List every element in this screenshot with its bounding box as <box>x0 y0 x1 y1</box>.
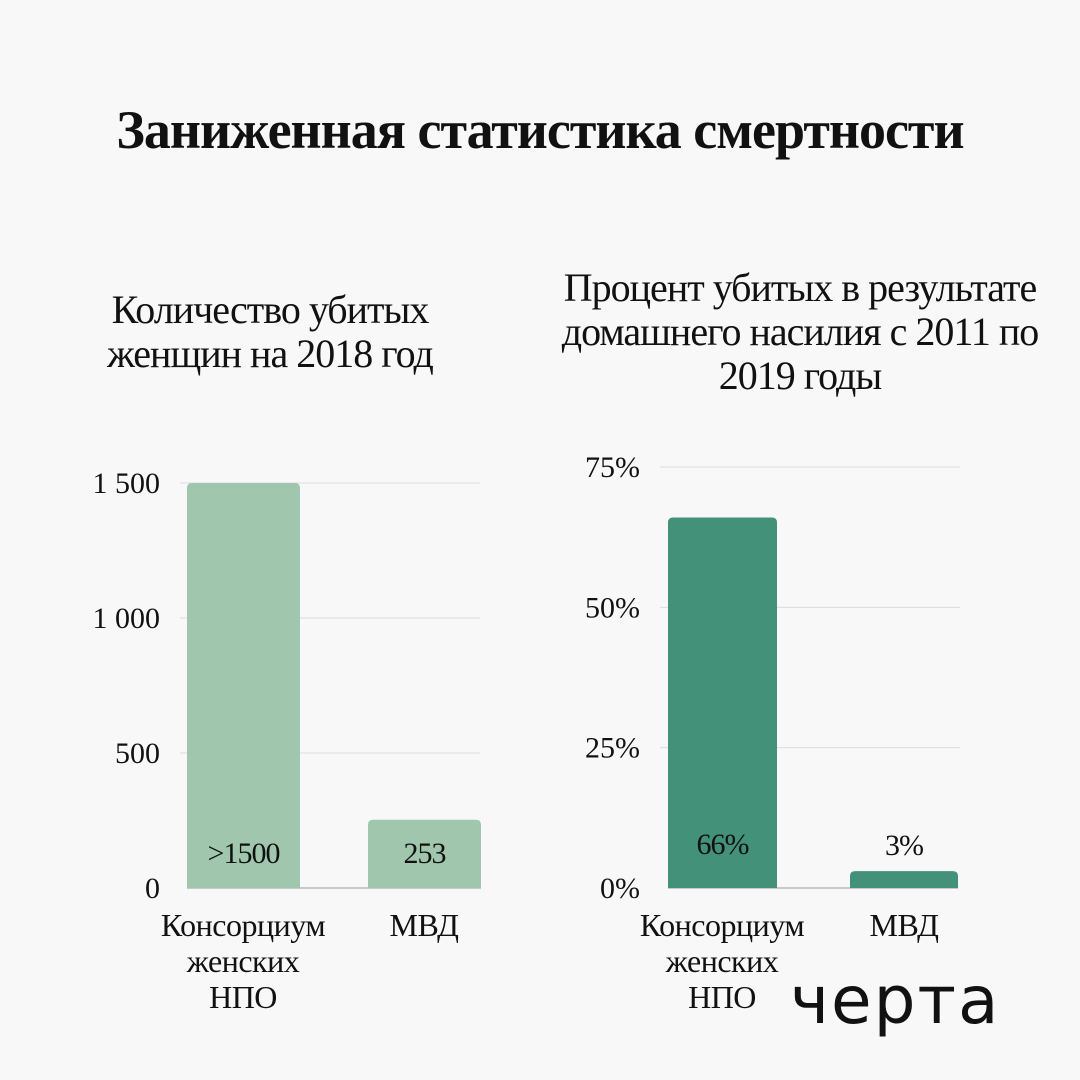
category-label: МВД <box>870 907 940 943</box>
y-tick-label: 500 <box>115 737 160 770</box>
category-label: женских <box>186 943 300 979</box>
category-label: НПО <box>688 979 756 1015</box>
category-label: НПО <box>209 979 277 1015</box>
data-label: 66% <box>697 828 749 861</box>
data-label: 253 <box>404 837 446 870</box>
category-label: женских <box>665 943 779 979</box>
logo: черта <box>790 962 1001 1039</box>
data-label: >1500 <box>208 837 280 870</box>
category-label: Консорциум <box>161 907 325 943</box>
y-tick-label: 1 500 <box>93 467 161 500</box>
y-tick-label: 0% <box>600 872 640 905</box>
y-tick-label: 0 <box>145 872 160 905</box>
right-chart-title: Процент убитых в результате домашнего на… <box>561 265 1040 398</box>
page-title: Заниженная статистика смертности <box>116 100 964 160</box>
bar <box>187 483 300 888</box>
bar <box>668 517 777 888</box>
category-label: МВД <box>390 907 460 943</box>
y-tick-label: 75% <box>585 451 640 484</box>
bar <box>368 819 481 888</box>
category-label: Консорциум <box>640 907 804 943</box>
left-chart-title: Количество убитых женщин на 2018 год <box>107 287 434 376</box>
data-label: 3% <box>885 829 923 862</box>
y-tick-label: 50% <box>585 591 640 624</box>
bar <box>850 871 958 888</box>
y-tick-label: 25% <box>585 732 640 765</box>
y-tick-label: 1 000 <box>93 602 161 635</box>
